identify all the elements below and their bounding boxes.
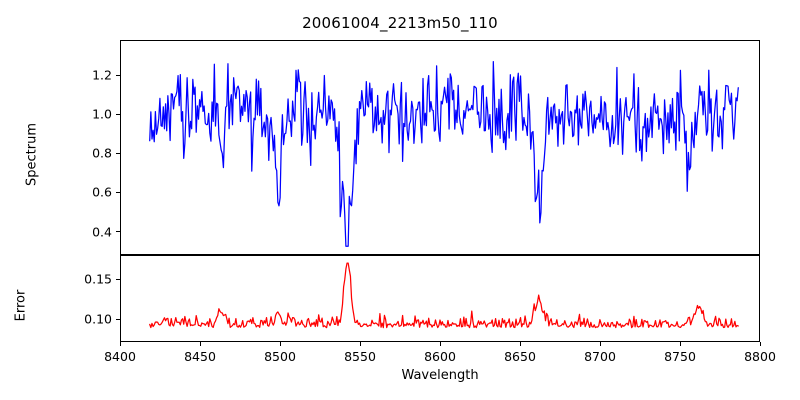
- spectrum-plot-panel: [120, 40, 760, 255]
- error-y-tick-label: 0.15: [84, 271, 112, 287]
- spectrum-data-line: [149, 60, 739, 247]
- x-tick-label: 8500: [264, 349, 296, 364]
- spectrum-y-tickmark: [116, 74, 120, 76]
- spectrum-y-tickmark: [116, 152, 120, 154]
- x-axis-label: Wavelength: [401, 368, 479, 383]
- x-tick-label: 8750: [664, 349, 696, 364]
- error-y-tick-label: 0.10: [84, 311, 112, 327]
- x-tick-label: 8700: [584, 349, 616, 364]
- x-tick-label: 8450: [184, 349, 216, 364]
- x-tickmark: [679, 342, 681, 346]
- error-y-tickmark: [116, 318, 120, 321]
- x-tick-label: 8400: [104, 349, 136, 364]
- x-tickmark: [279, 342, 281, 346]
- x-tick-label: 8800: [744, 349, 776, 364]
- x-tick-label: 8650: [504, 349, 536, 364]
- spectrum-y-tick-label: 0.8: [92, 145, 112, 161]
- spectrum-y-tickmark: [116, 191, 120, 194]
- spectrum-y-tick-label: 0.4: [92, 224, 112, 240]
- x-tick-label: 8550: [344, 349, 376, 364]
- spectrum-y-axis-label: Spectrum: [24, 123, 40, 186]
- x-tickmark: [759, 342, 761, 346]
- figure-title: 20061004_2213m50_110: [302, 14, 498, 32]
- error-y-axis-label: Error: [13, 289, 29, 322]
- spectrum-y-tick-label: 1.0: [92, 106, 112, 122]
- x-tickmark: [599, 342, 601, 346]
- error-data-line: [149, 262, 739, 329]
- x-tickmark: [199, 342, 201, 346]
- x-tickmark: [359, 342, 361, 346]
- error-y-tickmark: [116, 278, 120, 280]
- spectrum-y-tickmark: [116, 231, 120, 233]
- spectrum-y-tickmark: [116, 113, 120, 115]
- x-tickmark: [439, 342, 441, 346]
- spectrum-series-svg: [149, 60, 739, 247]
- error-plot-panel: [120, 255, 760, 342]
- spectrum-y-tick-label: 0.6: [92, 184, 112, 200]
- spectrum-y-tick-label: 1.2: [92, 67, 112, 83]
- x-tickmark: [119, 342, 121, 346]
- error-series-svg: [149, 262, 739, 329]
- x-tickmark: [519, 342, 521, 346]
- x-tick-label: 8600: [424, 349, 456, 364]
